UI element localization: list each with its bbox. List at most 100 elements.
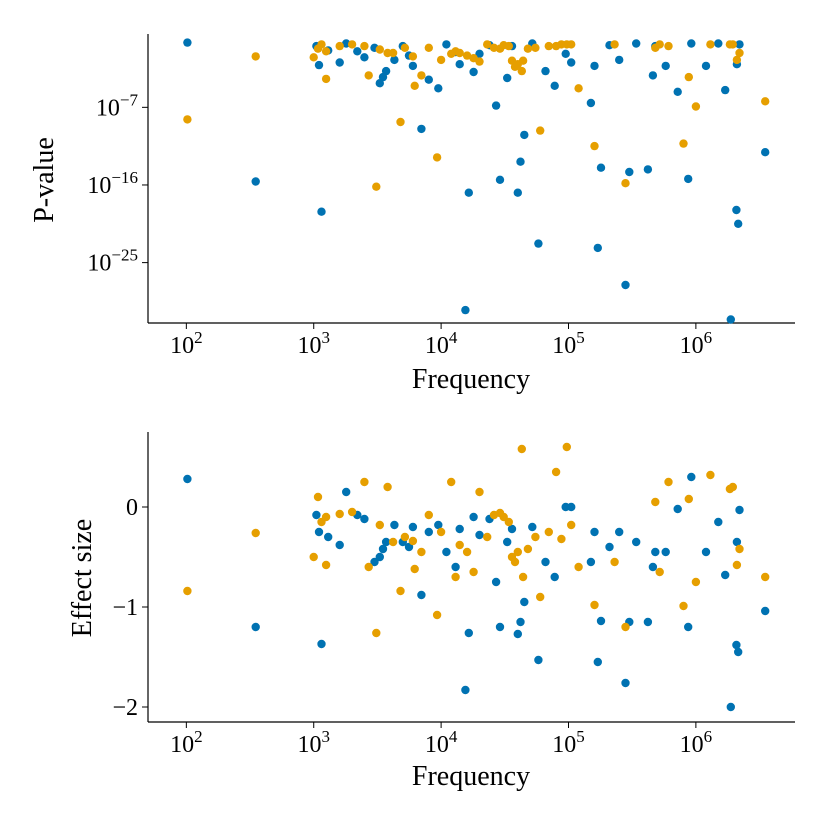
y-tick-base: 10	[87, 173, 111, 199]
effect-y-axis-label: Effect size	[67, 519, 98, 637]
data-point-blue	[643, 617, 653, 627]
data-point-blue	[661, 547, 670, 557]
data-point-blue	[625, 167, 634, 177]
data-point-blue	[596, 163, 606, 172]
data-point-blue	[513, 629, 522, 639]
data-point-orange	[513, 547, 522, 557]
data-point-orange	[372, 628, 381, 638]
data-point-orange	[410, 564, 419, 574]
data-point-blue	[360, 514, 369, 524]
data-point-orange	[536, 592, 545, 602]
data-point-orange	[251, 528, 260, 538]
data-point-orange	[761, 572, 770, 582]
data-point-blue	[590, 61, 599, 71]
data-point-orange	[462, 547, 472, 557]
data-point-blue	[615, 55, 624, 65]
data-point-orange	[483, 40, 492, 49]
data-point-blue	[495, 175, 505, 184]
data-point-blue	[632, 537, 641, 547]
data-point-orange	[432, 610, 442, 620]
data-point-blue	[312, 510, 321, 520]
data-point-blue	[735, 40, 744, 49]
data-point-blue	[491, 577, 501, 587]
data-point-blue	[605, 542, 614, 552]
effect-points	[183, 442, 770, 712]
data-point-blue	[381, 66, 391, 76]
data-point-blue	[491, 101, 501, 110]
data-point-orange	[523, 44, 533, 53]
data-point-orange	[706, 40, 715, 49]
x-tick-exponent: 2	[194, 328, 203, 347]
data-point-blue	[561, 49, 570, 58]
data-point-blue	[404, 542, 414, 552]
data-point-orange	[610, 40, 619, 49]
y-tick-exponent: −16	[111, 168, 138, 187]
data-point-blue	[550, 81, 559, 91]
data-point-orange	[567, 40, 576, 49]
x-tick-label: 106	[680, 727, 713, 758]
data-point-orange	[335, 41, 344, 51]
data-point-blue	[251, 622, 260, 632]
data-point-blue	[417, 590, 426, 600]
data-point-orange	[504, 41, 513, 51]
x-tick-label: 102	[170, 727, 203, 758]
data-point-blue	[342, 487, 351, 497]
data-point-orange	[679, 601, 688, 611]
x-tick-base: 10	[680, 333, 704, 359]
data-point-blue	[714, 517, 723, 527]
data-point-blue	[684, 622, 693, 632]
data-point-orange	[621, 622, 630, 632]
data-point-blue	[324, 532, 333, 542]
data-point-blue	[684, 174, 693, 184]
data-point-orange	[309, 53, 318, 62]
data-point-orange	[335, 509, 344, 519]
y-tick-label: 10−7	[96, 90, 139, 121]
data-point-orange	[567, 520, 576, 530]
data-point-blue	[183, 38, 192, 47]
data-point-blue	[567, 502, 576, 512]
data-point-blue	[734, 647, 743, 657]
pvalue-y-axis-label: P-value	[29, 137, 60, 223]
data-point-blue	[370, 557, 379, 567]
data-point-blue	[590, 527, 599, 537]
data-point-blue	[495, 622, 505, 632]
data-point-orange	[728, 40, 737, 49]
data-point-orange	[347, 40, 357, 49]
x-tick-base: 10	[425, 732, 449, 758]
x-tick-label: 104	[425, 727, 458, 758]
data-point-orange	[523, 544, 533, 554]
data-point-blue	[317, 207, 326, 216]
data-point-blue	[541, 557, 550, 567]
data-point-blue	[375, 552, 384, 562]
data-point-orange	[396, 586, 405, 596]
data-point-orange	[469, 567, 478, 577]
data-point-orange	[728, 482, 737, 492]
data-point-blue	[451, 562, 460, 572]
y-tick-label: −1	[112, 595, 138, 621]
data-point-orange	[531, 43, 540, 52]
data-point-orange	[691, 102, 701, 111]
data-point-orange	[436, 527, 446, 537]
data-point-orange	[436, 55, 446, 65]
data-point-blue	[714, 39, 723, 48]
data-point-orange	[321, 47, 331, 56]
data-point-orange	[531, 532, 540, 542]
data-point-blue	[528, 522, 537, 532]
data-point-blue	[550, 572, 559, 582]
data-point-orange	[313, 492, 323, 502]
data-point-blue	[434, 84, 443, 93]
data-point-orange	[364, 71, 373, 80]
data-point-blue	[721, 85, 730, 95]
effect-y-ticks: 0 −1 −2	[112, 495, 148, 721]
data-point-orange	[590, 600, 599, 610]
data-point-blue	[735, 505, 744, 515]
data-point-orange	[424, 510, 433, 520]
data-point-blue	[183, 474, 192, 484]
data-point-blue	[408, 522, 418, 532]
data-point-orange	[517, 66, 526, 76]
data-point-blue	[701, 547, 711, 557]
data-point-blue	[648, 71, 658, 80]
pvalue-x-ticks: 102 103 104 105 106	[170, 323, 712, 359]
effect-x-axis-label: Frequency	[412, 761, 530, 792]
data-point-blue	[726, 702, 735, 712]
